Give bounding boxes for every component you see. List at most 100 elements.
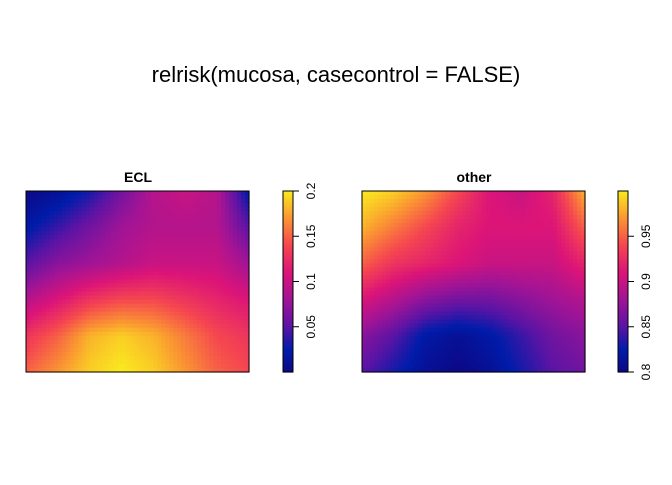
- heatmap-cell: [161, 195, 166, 200]
- heatmap-cell: [205, 344, 210, 349]
- heatmap-cell: [46, 296, 51, 301]
- heatmap-cell: [145, 304, 150, 309]
- heatmap-cell: [197, 344, 202, 349]
- heatmap-cell: [362, 352, 367, 357]
- heatmap-cell: [165, 215, 170, 220]
- heatmap-cell: [86, 312, 91, 317]
- heatmap-cell: [138, 275, 143, 280]
- heatmap-cell: [50, 352, 55, 357]
- heatmap-cell: [82, 296, 87, 301]
- heatmap-cell: [58, 255, 63, 260]
- heatmap-cell: [414, 219, 419, 224]
- heatmap-cell: [126, 203, 131, 208]
- heatmap-cell: [50, 263, 55, 268]
- heatmap-cell: [525, 259, 530, 264]
- heatmap-cell: [221, 300, 226, 305]
- heatmap-cell: [430, 207, 435, 212]
- heatmap-ecl: [26, 191, 250, 373]
- heatmap-cell: [418, 300, 423, 305]
- heatmap-cell: [66, 207, 71, 212]
- heatmap-cell: [525, 199, 530, 204]
- heatmap-cell: [173, 356, 178, 361]
- heatmap-cell: [42, 279, 47, 284]
- heatmap-cell: [485, 251, 490, 256]
- heatmap-cell: [114, 308, 119, 313]
- heatmap-cell: [573, 300, 578, 305]
- heatmap-cell: [134, 324, 139, 329]
- heatmap-cell: [410, 332, 415, 337]
- heatmap-cell: [533, 211, 538, 216]
- heatmap-cell: [458, 275, 463, 280]
- heatmap-cell: [489, 215, 494, 220]
- heatmap-cell: [173, 243, 178, 248]
- heatmap-cell: [577, 332, 582, 337]
- heatmap-cell: [362, 207, 367, 212]
- heatmap-cell: [366, 215, 371, 220]
- heatmap-cell: [165, 356, 170, 361]
- heatmap-cell: [82, 207, 87, 212]
- heatmap-cell: [370, 292, 375, 297]
- heatmap-cell: [106, 320, 111, 325]
- heatmap-cell: [165, 332, 170, 337]
- heatmap-cell: [30, 275, 35, 280]
- heatmap-cell: [549, 243, 554, 248]
- heatmap-cell: [537, 356, 542, 361]
- heatmap-cell: [50, 235, 55, 240]
- heatmap-cell: [209, 195, 214, 200]
- heatmap-cell: [517, 255, 522, 260]
- heatmap-cell: [370, 279, 375, 284]
- heatmap-cell: [474, 211, 479, 216]
- heatmap-cell: [382, 259, 387, 264]
- heatmap-cell: [34, 219, 39, 224]
- heatmap-cell: [70, 195, 75, 200]
- heatmap-cell: [229, 324, 234, 329]
- heatmap-cell: [34, 324, 39, 329]
- heatmap-cell: [414, 320, 419, 325]
- heatmap-cell: [378, 356, 383, 361]
- heatmap-cell: [189, 251, 194, 256]
- heatmap-cell: [201, 207, 206, 212]
- heatmap-cell: [82, 239, 87, 244]
- heatmap-cell: [221, 320, 226, 325]
- heatmap-cell: [26, 308, 31, 313]
- heatmap-cell: [54, 259, 59, 264]
- heatmap-cell: [34, 344, 39, 349]
- heatmap-cell: [477, 308, 482, 313]
- heatmap-cell: [118, 203, 123, 208]
- heatmap-cell: [466, 312, 471, 317]
- heatmap-cell: [98, 340, 103, 345]
- heatmap-cell: [34, 259, 39, 264]
- heatmap-cell: [229, 219, 234, 224]
- heatmap-cell: [489, 203, 494, 208]
- heatmap-cell: [406, 308, 411, 313]
- heatmap-cell: [569, 247, 574, 252]
- heatmap-cell: [118, 316, 123, 321]
- heatmap-cell: [446, 284, 451, 289]
- heatmap-cell: [126, 284, 131, 289]
- heatmap-cell: [42, 340, 47, 345]
- heatmap-cell: [233, 279, 238, 284]
- heatmap-cell: [565, 275, 570, 280]
- heatmap-cell: [181, 219, 186, 224]
- heatmap-cell: [549, 320, 554, 325]
- heatmap-cell: [577, 284, 582, 289]
- heatmap-cell: [462, 231, 467, 236]
- heatmap-cell: [126, 191, 131, 196]
- heatmap-cell: [213, 219, 218, 224]
- heatmap-cell: [201, 324, 206, 329]
- heatmap-cell: [458, 292, 463, 297]
- heatmap-cell: [378, 352, 383, 357]
- heatmap-cell: [225, 263, 230, 268]
- heatmap-cell: [82, 235, 87, 240]
- heatmap-cell: [118, 352, 123, 357]
- heatmap-cell: [30, 263, 35, 268]
- heatmap-cell: [470, 300, 475, 305]
- heatmap-cell: [46, 352, 51, 357]
- heatmap-cell: [157, 255, 162, 260]
- heatmap-cell: [122, 255, 127, 260]
- heatmap-cell: [489, 292, 494, 297]
- heatmap-cell: [402, 251, 407, 256]
- heatmap-cell: [402, 360, 407, 365]
- heatmap-cell: [78, 215, 83, 220]
- heatmap-cell: [418, 215, 423, 220]
